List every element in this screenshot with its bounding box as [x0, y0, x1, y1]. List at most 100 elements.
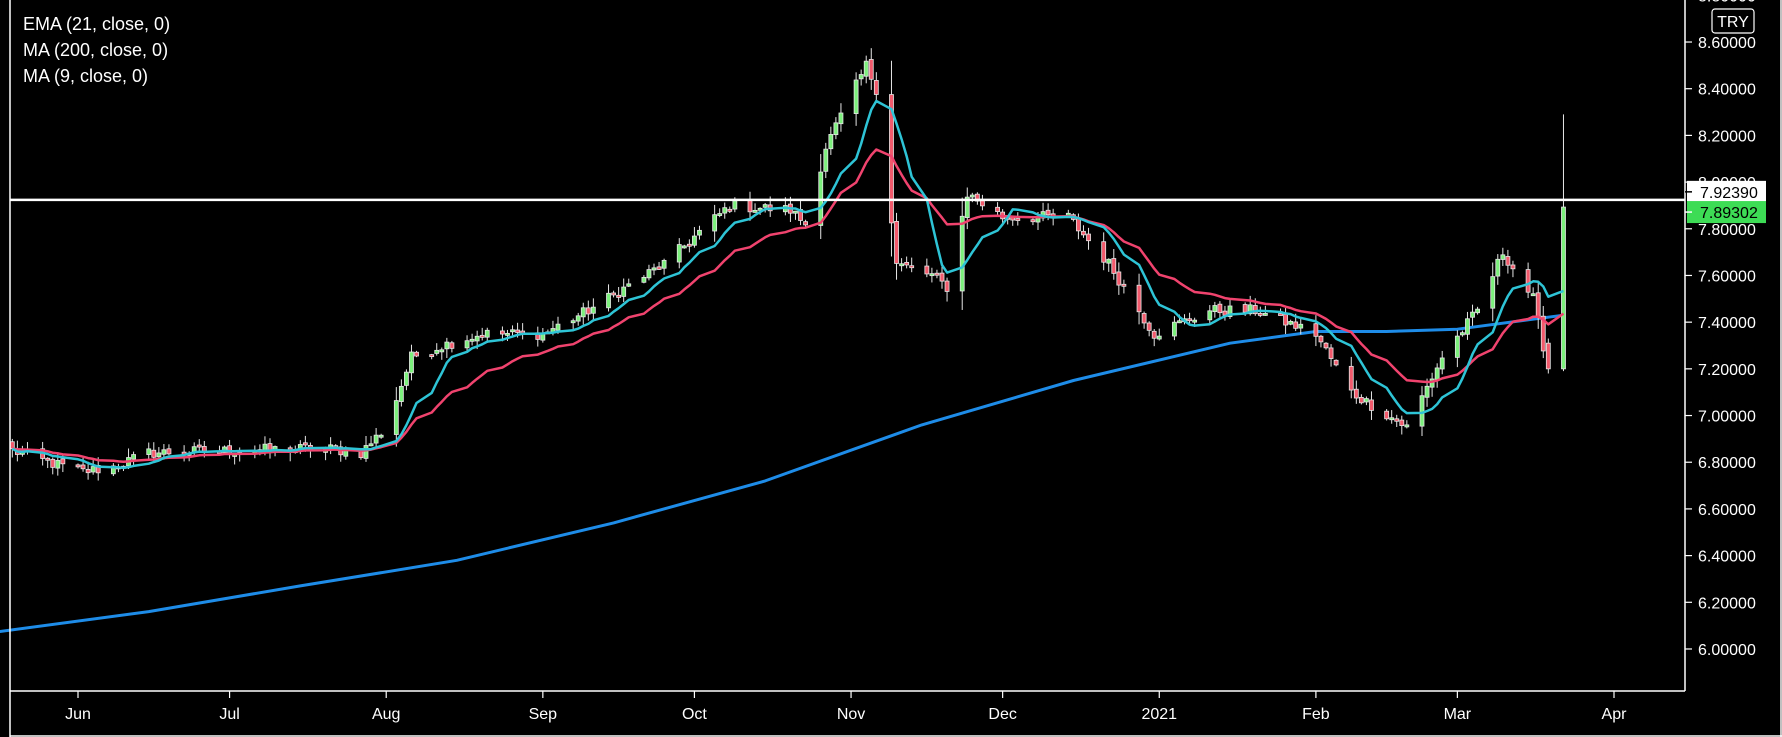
candle: [606, 284, 611, 312]
candle: [1111, 249, 1117, 280]
candle: [686, 239, 692, 253]
candle: [1136, 273, 1142, 325]
candle: [656, 261, 662, 271]
candle: [1500, 247, 1506, 267]
candle: [1545, 338, 1551, 374]
candle: [858, 69, 864, 86]
candle: [692, 227, 697, 248]
candle: [45, 457, 51, 469]
ma200-line: [0, 313, 1564, 634]
candle: [1106, 258, 1112, 272]
ema21-line: [11, 99, 1564, 470]
last-price-label-bg: [1687, 201, 1766, 224]
candle: [50, 457, 56, 475]
legend-ma9[interactable]: MA (9, close, 0): [23, 66, 148, 86]
candle: [1561, 114, 1566, 372]
candle: [904, 256, 910, 269]
candle: [853, 72, 859, 126]
candle: [146, 442, 152, 461]
indicator-legend: EMA (21, close, 0) MA (200, close, 0) MA…: [23, 14, 170, 86]
candle: [85, 461, 91, 480]
x-tick-label: Feb: [1302, 706, 1330, 723]
symbol-badge-box: [1711, 8, 1755, 34]
candle: [585, 300, 591, 321]
candle: [1146, 321, 1152, 337]
legend-ma200[interactable]: MA (200, close, 0): [23, 40, 168, 60]
candle: [1460, 330, 1465, 337]
candle: [1454, 330, 1460, 368]
candle: [1348, 356, 1354, 399]
candle: [752, 203, 758, 213]
candle: [621, 278, 627, 303]
candle: [661, 258, 667, 275]
candle: [1121, 279, 1127, 294]
candle: [762, 202, 768, 213]
candle: [924, 258, 930, 278]
candle: [479, 327, 485, 341]
candle: [1086, 227, 1091, 250]
candle: [793, 210, 798, 220]
candle: [803, 219, 808, 228]
x-axis-ticks: Jun Jul Aug Sep Oct Nov Dec 2021 Feb Mar Apr: [65, 691, 1627, 723]
y-tick-label: 8.20000: [1698, 128, 1756, 145]
candle: [1424, 378, 1430, 407]
candle: [909, 257, 915, 273]
ma9-line: [12, 148, 1565, 464]
candle: [510, 325, 515, 336]
y-axis-ticks: 6.00000 6.20000 6.40000 6.60000 6.80000 7.000…: [1685, 0, 1756, 659]
x-tick-label: Jul: [219, 706, 239, 723]
candle: [1288, 319, 1294, 326]
candle: [1470, 304, 1475, 326]
candle: [1495, 254, 1501, 285]
candle: [1510, 260, 1516, 278]
candle: [464, 335, 470, 353]
candle: [1015, 212, 1021, 226]
candle: [580, 302, 586, 325]
ma9-layer: [12, 148, 1565, 464]
candle: [398, 379, 404, 407]
candle: [378, 433, 384, 439]
candle: [393, 387, 399, 447]
candle: [727, 206, 733, 214]
candle: [873, 72, 879, 102]
symbol-badge-text: TRY: [1717, 14, 1749, 31]
candle: [1358, 394, 1364, 405]
x-tick-label: Apr: [1602, 706, 1628, 723]
candle: [646, 264, 652, 281]
candle: [368, 435, 374, 447]
candle: [196, 439, 202, 452]
y-tick-label: 8.40000: [1698, 82, 1756, 99]
candle: [717, 208, 723, 218]
candle: [590, 298, 596, 321]
candle: [429, 353, 435, 360]
ema21-layer: [11, 99, 1564, 470]
candle: [1081, 225, 1086, 238]
x-tick-label: Nov: [837, 706, 865, 723]
x-tick-label: Mar: [1444, 706, 1472, 723]
candle: [712, 204, 718, 242]
candle: [651, 263, 657, 276]
candle: [414, 350, 419, 358]
candle: [444, 337, 450, 358]
x-tick-label: Jun: [65, 706, 91, 723]
candle: [863, 55, 869, 84]
y-tick-label: 6.20000: [1698, 595, 1756, 612]
candle: [833, 117, 839, 140]
legend-ema21[interactable]: EMA (21, close, 0): [23, 14, 170, 34]
candle: [575, 312, 581, 326]
candle: [1318, 334, 1324, 348]
plot-area: [0, 48, 1566, 634]
candle: [1490, 262, 1496, 322]
candle: [641, 275, 647, 284]
candle: [1298, 317, 1304, 335]
candle: [828, 126, 834, 155]
y-tick-label: 7.00000: [1698, 409, 1756, 426]
candle: [868, 48, 874, 90]
candle: [1207, 305, 1213, 325]
candle: [1530, 287, 1536, 297]
candle: [1353, 380, 1359, 404]
candle: [1217, 301, 1223, 320]
symbol-badge[interactable]: TRY: [1711, 8, 1755, 34]
